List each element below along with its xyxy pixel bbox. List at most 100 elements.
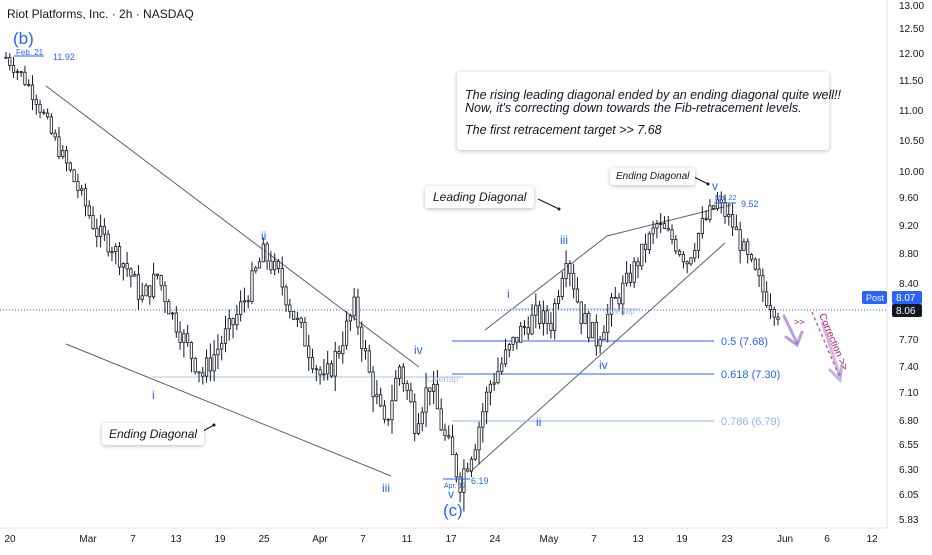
candle-body [159, 275, 163, 286]
candle-body [61, 149, 65, 157]
last-price-badge: 8.06 [892, 304, 922, 317]
candle-body [590, 321, 595, 339]
candle-body [133, 274, 137, 277]
candle-body [11, 65, 16, 73]
candle-body [170, 312, 175, 315]
candle-body [462, 468, 466, 493]
candle-body [250, 270, 254, 302]
candle-body [360, 326, 364, 349]
candle-body [628, 272, 633, 283]
candle-body [401, 366, 405, 385]
candle-body [413, 401, 417, 434]
candle-body [30, 84, 35, 100]
candle-body [394, 377, 398, 402]
candle-body [742, 241, 746, 251]
small-arrow-marker: >> [794, 317, 805, 327]
candle-body [288, 304, 292, 312]
candle-body [761, 275, 765, 293]
candle-body [371, 371, 375, 398]
candle-body [564, 263, 568, 279]
price-tick-label: 8.80 [899, 249, 919, 260]
candle-body [723, 202, 727, 218]
candle-body [216, 348, 220, 356]
candle-body [367, 350, 371, 373]
time-tick-label: 20 [4, 534, 16, 545]
svg-text:8.07: 8.07 [896, 293, 916, 304]
note-line-1: The rising leading diagonal ended by an … [465, 88, 841, 102]
candle-body [167, 301, 171, 315]
candle-body [541, 310, 545, 324]
candle-body [204, 357, 209, 377]
leading-diagonal-label: Leading Diagonal [425, 186, 535, 208]
candle-body [526, 326, 530, 335]
price-tick-label: 9.20 [899, 221, 919, 232]
candle-body [261, 243, 265, 263]
price-tick-label: 6.05 [899, 490, 919, 501]
candle-body [246, 300, 250, 303]
ending-diagonal-left-label: Ending Diagonal [102, 423, 205, 445]
price-tick-label: 7.10 [899, 388, 919, 399]
ending-diagonal-right-arrow-head [706, 182, 710, 186]
svg-text:Post: Post [866, 293, 885, 303]
candle-body [227, 318, 231, 330]
ending-diagonal-right-label: Ending Diagonal [610, 168, 696, 185]
candle-body [182, 333, 186, 343]
candle-body [768, 305, 773, 310]
price-tick-label: 8.40 [899, 279, 919, 290]
correction-arrow [811, 311, 844, 384]
time-tick-label: 13 [170, 534, 182, 545]
candle-body [454, 454, 458, 478]
candle-body [375, 394, 379, 398]
fib-label-0-618: 0.618 (7.30) [721, 369, 780, 381]
candle-body [625, 272, 629, 284]
candle-body [420, 411, 424, 425]
candle-body [23, 71, 27, 85]
candle-body [424, 387, 428, 413]
right-diagonal-upper-line [484, 204, 732, 331]
time-tick-label: 13 [632, 534, 644, 545]
candle-body [696, 233, 701, 251]
candle-body [34, 99, 38, 105]
candle-body [110, 251, 114, 253]
candle-body [4, 56, 8, 59]
candle-body [575, 288, 580, 303]
fib-label-0-786: 0.786 (6.79) [721, 416, 780, 428]
candle-body [477, 426, 481, 451]
candle-body [91, 215, 95, 229]
candle-body [53, 132, 57, 138]
candle-body [685, 261, 689, 265]
candle-body [38, 103, 42, 113]
price-tick-label: 7.40 [899, 362, 919, 373]
candle-body [314, 368, 318, 371]
candle-body [488, 383, 492, 393]
price-tick-label: 6.80 [899, 416, 919, 427]
candle-body [651, 227, 655, 235]
candle-body [405, 383, 409, 391]
candle-body [466, 468, 470, 472]
candle-body [99, 225, 103, 237]
wave-left-iii: iii [382, 481, 390, 495]
time-tick-label: 7 [591, 534, 597, 545]
time-axis: 20 Mar 7 13 19 25 Apr 7 11 17 24 May 7 13 19 23 Jun 6 12 [4, 534, 878, 545]
candle-body [80, 188, 84, 191]
candle-body [87, 205, 91, 216]
candle-body [681, 254, 685, 263]
candle-body [715, 199, 720, 209]
right-diagonal-lower-line [469, 242, 726, 473]
candle-body [121, 263, 125, 268]
price-tick-label: 6.55 [899, 440, 919, 451]
candle-body [602, 331, 606, 340]
candle-body [318, 369, 322, 376]
candle-body [492, 382, 496, 385]
candle-body [363, 348, 368, 352]
candle-body [598, 339, 602, 347]
time-tick-label: Jun [777, 534, 793, 545]
candle-body [106, 233, 110, 253]
candle-body [114, 246, 118, 252]
candle-body [704, 217, 708, 220]
candle-body [450, 436, 455, 455]
candle-body [8, 57, 12, 66]
candle-body [72, 169, 76, 183]
candle-body [356, 296, 360, 328]
